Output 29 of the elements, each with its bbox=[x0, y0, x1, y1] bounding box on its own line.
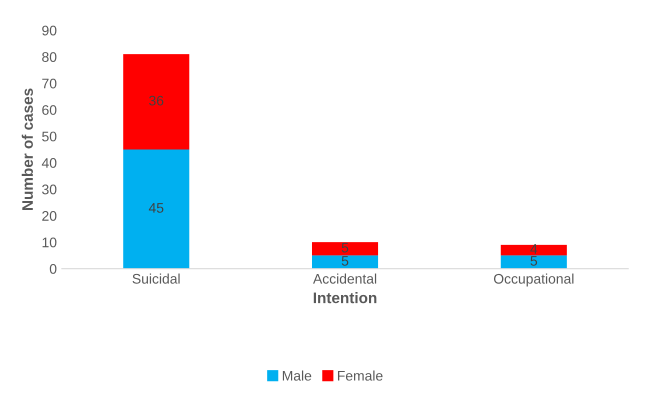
y-tick-label: 90 bbox=[42, 26, 56, 36]
data-label: 5 bbox=[342, 242, 348, 253]
data-label: 45 bbox=[148, 203, 164, 213]
y-tick-label: 70 bbox=[42, 78, 56, 88]
bar bbox=[500, 244, 567, 256]
data-label: 4 bbox=[530, 244, 538, 254]
bar bbox=[312, 255, 378, 269]
bar bbox=[123, 149, 190, 269]
x-tick-label: Accidental bbox=[313, 274, 376, 284]
data-label: 5 bbox=[342, 256, 348, 266]
y-tick-label: 80 bbox=[42, 52, 56, 62]
y-axis-title: Number of cases bbox=[22, 88, 33, 210]
legend-label: Female bbox=[338, 370, 383, 381]
y-tick-label: 10 bbox=[42, 238, 56, 248]
bar bbox=[123, 54, 190, 150]
y-tick-label: 50 bbox=[42, 132, 56, 142]
x-tick-label: Suicidal bbox=[132, 274, 180, 284]
legend-label: Male bbox=[282, 370, 312, 381]
x-axis-title: Intention bbox=[314, 292, 376, 304]
x-tick-label: Occupational bbox=[494, 274, 574, 286]
y-tick-label: 60 bbox=[42, 105, 56, 115]
y-tick-label: 30 bbox=[42, 184, 56, 194]
y-tick-label: 20 bbox=[42, 211, 56, 221]
data-label: 36 bbox=[149, 96, 164, 106]
bar bbox=[312, 242, 378, 256]
y-tick-label: 40 bbox=[42, 158, 56, 168]
y-tick-label: 0 bbox=[50, 264, 56, 274]
bar bbox=[500, 255, 567, 269]
data-label: 5 bbox=[530, 256, 538, 266]
